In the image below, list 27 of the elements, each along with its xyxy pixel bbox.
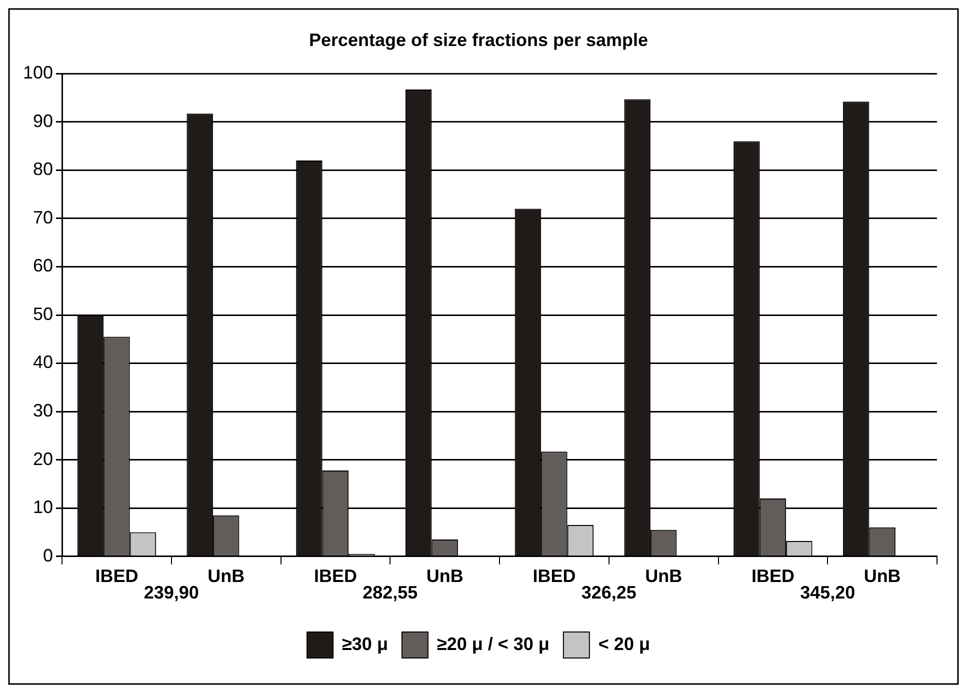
y-tick-label: 60 [33, 256, 54, 276]
y-tick-label: 90 [33, 110, 54, 131]
text: 345,20 [800, 582, 856, 602]
y-tick-label: 10 [33, 497, 54, 518]
legend-label: ≥30 μ [342, 634, 388, 654]
x-tick-label: UnB [864, 566, 901, 586]
text: 239,90 [144, 582, 199, 602]
x-tick-label: IBED [314, 566, 357, 586]
y-tick-label: 30 [33, 400, 54, 421]
y-tick-label: 50 [33, 304, 54, 324]
x-tick-label: UnB [645, 566, 682, 586]
x-tick-label: IBED [751, 566, 794, 586]
y-tick-label: 70 [33, 207, 54, 228]
legend-label: ≥20 μ / < 30 μ [436, 634, 550, 654]
y-tick-label: 100 [22, 62, 54, 83]
legend-label: < 20 μ [598, 634, 650, 654]
chart-title: Percentage of size fractions per sample [308, 30, 648, 50]
y-tick-label: 20 [33, 448, 54, 469]
y-tick-label: 40 [33, 352, 54, 372]
y-tick-label: 0 [43, 545, 54, 566]
y-tick-label: 80 [33, 159, 54, 180]
text: 326,25 [581, 582, 636, 602]
x-tick-label: IBED [532, 566, 576, 586]
x-tick-label: UnB [208, 566, 245, 586]
text: 282,55 [362, 582, 418, 602]
x-tick-label: UnB [426, 566, 464, 586]
x-tick-label: IBED [95, 566, 138, 586]
